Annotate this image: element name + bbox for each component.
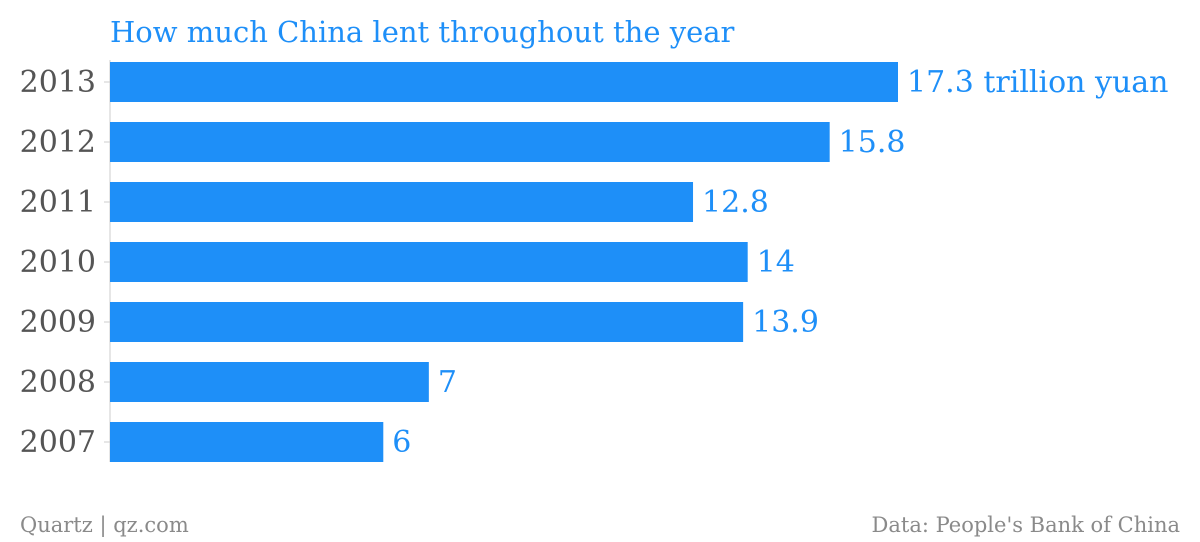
- category-label-2008: 2008: [20, 365, 96, 400]
- category-label-2007: 2007: [20, 425, 96, 460]
- value-label-2009: 13.9: [752, 305, 819, 340]
- bar-2010: [110, 242, 748, 282]
- value-label-2013: 17.3 trillion yuan: [907, 65, 1169, 100]
- source-left: Quartz | qz.com: [20, 513, 189, 538]
- category-label-2012: 2012: [20, 125, 96, 160]
- bar-group: 2013 17.3 trillion yuan 2012 15.8 2011 12.8 20…: [20, 62, 1169, 462]
- source-right: Data: People's Bank of China: [872, 513, 1180, 537]
- bar-2008: [110, 362, 429, 402]
- value-label-2012: 15.8: [839, 125, 906, 160]
- value-label-2007: 6: [392, 425, 411, 460]
- bar-2011: [110, 182, 694, 222]
- category-label-2013: 2013: [20, 65, 96, 100]
- bar-2007: [110, 422, 384, 462]
- bar-2009: [110, 302, 744, 342]
- category-label-2009: 2009: [20, 305, 96, 340]
- chart-title: How much China lent throughout the year: [110, 15, 735, 49]
- bar-2013: [110, 62, 898, 102]
- value-label-2010: 14: [757, 245, 795, 280]
- value-label-2011: 12.8: [702, 185, 769, 220]
- category-label-2011: 2011: [20, 185, 96, 220]
- bar-2012: [110, 122, 830, 162]
- value-label-2008: 7: [438, 365, 457, 400]
- category-label-2010: 2010: [20, 245, 96, 280]
